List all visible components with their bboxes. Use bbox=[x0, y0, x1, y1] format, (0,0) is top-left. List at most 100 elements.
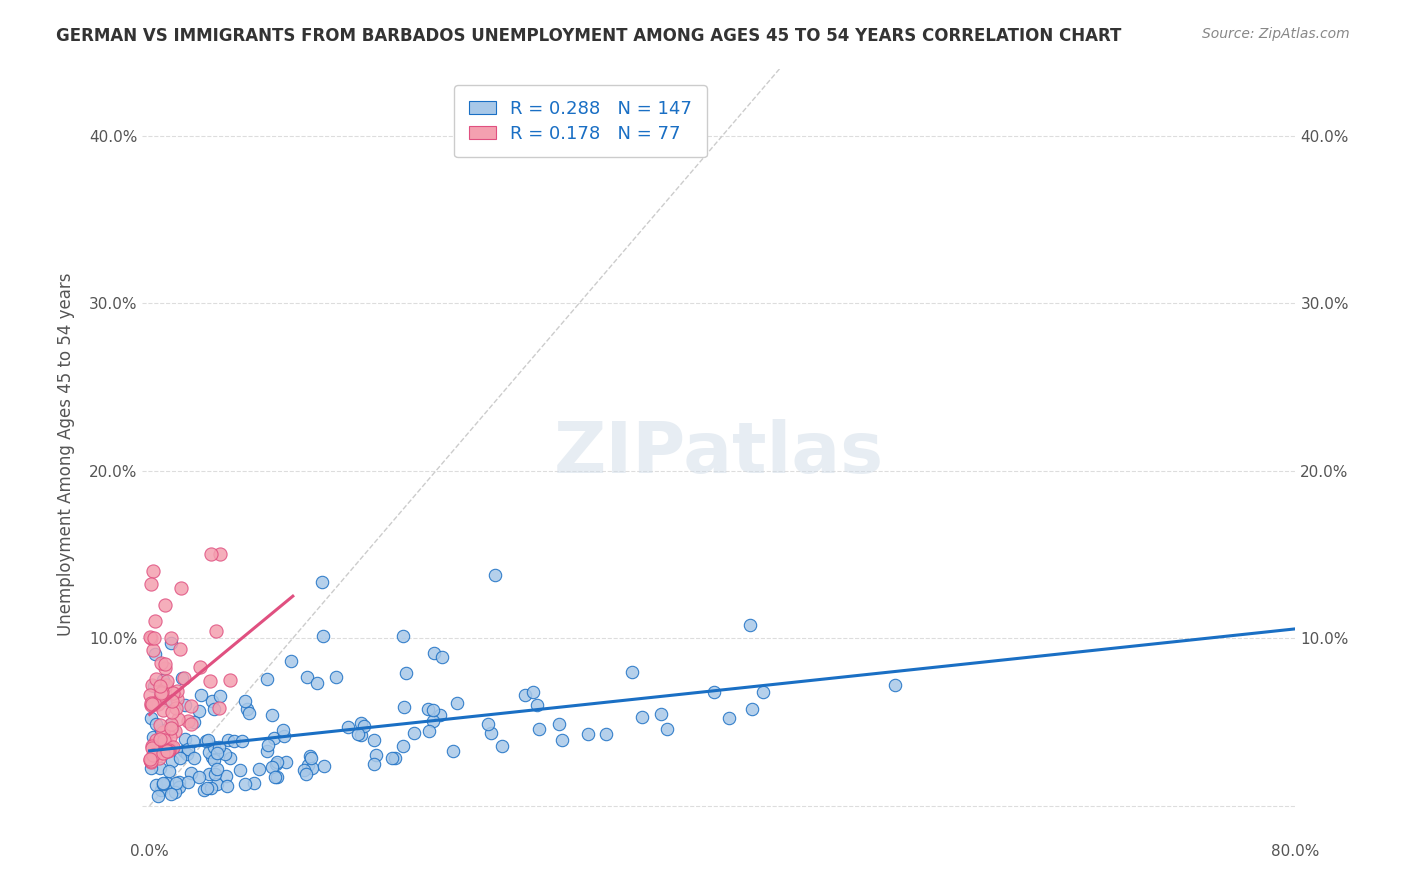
Immigrants from Barbados bbox=[150, 656, 173, 670]
Immigrants from Barbados bbox=[160, 717, 183, 731]
Germans bbox=[205, 746, 228, 760]
Immigrants from Barbados bbox=[157, 743, 180, 757]
Germans bbox=[155, 692, 177, 706]
Germans bbox=[231, 734, 253, 748]
Germans bbox=[142, 730, 165, 744]
Immigrants from Barbados bbox=[141, 741, 163, 756]
Germans bbox=[180, 766, 202, 780]
Immigrants from Barbados bbox=[141, 739, 163, 754]
Germans bbox=[202, 740, 225, 755]
Germans bbox=[181, 734, 204, 748]
Immigrants from Barbados bbox=[160, 694, 183, 708]
Germans bbox=[173, 731, 195, 746]
Germans bbox=[513, 689, 536, 703]
Immigrants from Barbados bbox=[149, 718, 172, 732]
Germans bbox=[187, 704, 209, 718]
Immigrants from Barbados bbox=[208, 700, 231, 714]
Immigrants from Barbados bbox=[156, 744, 179, 758]
Germans bbox=[204, 767, 226, 781]
Immigrants from Barbados bbox=[177, 714, 200, 728]
Germans bbox=[364, 747, 387, 762]
Immigrants from Barbados bbox=[180, 716, 202, 731]
Germans bbox=[299, 751, 322, 765]
Germans bbox=[197, 733, 219, 747]
Immigrants from Barbados bbox=[149, 688, 172, 702]
Germans bbox=[883, 678, 905, 692]
Germans bbox=[169, 751, 191, 765]
Immigrants from Barbados bbox=[142, 748, 165, 763]
Immigrants from Barbados bbox=[159, 742, 181, 756]
Immigrants from Barbados bbox=[166, 692, 188, 706]
Germans bbox=[238, 706, 260, 721]
Germans bbox=[217, 779, 239, 793]
Immigrants from Barbados bbox=[141, 698, 163, 712]
Immigrants from Barbados bbox=[156, 674, 179, 689]
Immigrants from Barbados bbox=[145, 733, 167, 747]
Germans bbox=[422, 703, 444, 717]
Germans bbox=[156, 775, 179, 789]
Immigrants from Barbados bbox=[139, 631, 162, 645]
Germans bbox=[264, 770, 287, 784]
Germans bbox=[139, 761, 162, 775]
Germans bbox=[195, 781, 218, 796]
Germans bbox=[159, 636, 181, 650]
Immigrants from Barbados bbox=[205, 624, 228, 639]
Germans bbox=[165, 785, 187, 799]
Germans bbox=[432, 650, 454, 665]
Immigrants from Barbados bbox=[152, 724, 174, 739]
Germans bbox=[177, 774, 200, 789]
Germans bbox=[160, 754, 183, 768]
Germans bbox=[312, 759, 335, 773]
Germans bbox=[630, 710, 652, 724]
Immigrants from Barbados bbox=[150, 742, 173, 756]
Germans bbox=[235, 777, 257, 791]
Germans bbox=[173, 744, 195, 758]
Germans bbox=[176, 747, 198, 761]
Germans bbox=[547, 717, 569, 731]
Immigrants from Barbados bbox=[149, 679, 172, 693]
Germans bbox=[381, 751, 404, 765]
Germans bbox=[150, 782, 173, 797]
Germans bbox=[183, 750, 205, 764]
Germans bbox=[249, 763, 271, 777]
Immigrants from Barbados bbox=[142, 696, 165, 710]
Immigrants from Barbados bbox=[153, 732, 176, 747]
Germans bbox=[201, 694, 224, 708]
Germans bbox=[224, 734, 246, 748]
Germans bbox=[620, 665, 643, 679]
Germans bbox=[159, 718, 181, 732]
Immigrants from Barbados bbox=[209, 548, 232, 562]
Germans bbox=[260, 760, 283, 774]
Germans bbox=[526, 698, 548, 712]
Germans bbox=[416, 702, 439, 716]
Germans bbox=[197, 766, 219, 780]
Germans bbox=[297, 758, 319, 772]
Germans bbox=[207, 777, 229, 791]
Germans bbox=[274, 755, 297, 769]
Germans bbox=[204, 702, 226, 716]
Germans bbox=[176, 741, 198, 756]
Immigrants from Barbados bbox=[139, 753, 162, 767]
Germans bbox=[215, 769, 238, 783]
Germans bbox=[262, 707, 284, 722]
Immigrants from Barbados bbox=[145, 748, 167, 763]
Germans bbox=[422, 646, 444, 660]
Germans bbox=[752, 685, 775, 699]
Immigrants from Barbados bbox=[155, 678, 177, 692]
Immigrants from Barbados bbox=[141, 678, 163, 692]
Immigrants from Barbados bbox=[149, 731, 172, 746]
Immigrants from Barbados bbox=[148, 751, 170, 765]
Text: ZIPatlas: ZIPatlas bbox=[554, 419, 884, 489]
Immigrants from Barbados bbox=[167, 712, 190, 726]
Germans bbox=[418, 723, 440, 738]
Germans bbox=[152, 777, 174, 791]
Germans bbox=[703, 685, 725, 699]
Immigrants from Barbados bbox=[139, 752, 162, 766]
Germans bbox=[139, 711, 162, 725]
Germans bbox=[384, 750, 406, 764]
Immigrants from Barbados bbox=[162, 686, 184, 700]
Germans bbox=[236, 702, 259, 716]
Germans bbox=[655, 722, 678, 736]
Germans bbox=[173, 744, 195, 758]
Germans bbox=[392, 739, 415, 753]
